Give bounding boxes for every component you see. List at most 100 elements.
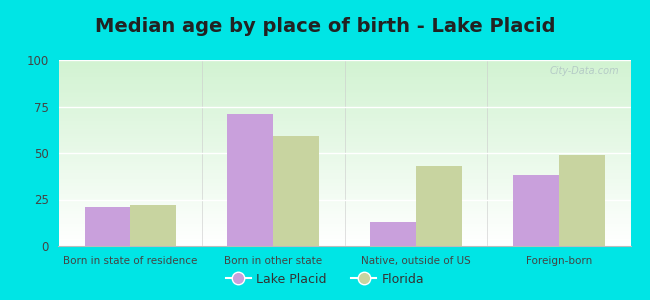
- Bar: [58, 118, 630, 119]
- Bar: [58, 214, 630, 216]
- Bar: [58, 181, 630, 183]
- Bar: [58, 179, 630, 181]
- Bar: [58, 226, 630, 227]
- Bar: [58, 196, 630, 198]
- Bar: [58, 106, 630, 108]
- Bar: [58, 101, 630, 103]
- Bar: [58, 201, 630, 203]
- Bar: [58, 183, 630, 184]
- Bar: [58, 151, 630, 153]
- Bar: [58, 86, 630, 88]
- Bar: [58, 233, 630, 235]
- Bar: [58, 235, 630, 237]
- Bar: [58, 69, 630, 71]
- Bar: [58, 222, 630, 224]
- Bar: [370, 222, 416, 246]
- Text: City-Data.com: City-Data.com: [549, 66, 619, 76]
- Bar: [58, 123, 630, 125]
- Bar: [58, 84, 630, 86]
- Bar: [58, 140, 630, 142]
- Bar: [58, 92, 630, 94]
- Bar: [58, 103, 630, 105]
- Bar: [58, 190, 630, 192]
- Bar: [58, 157, 630, 159]
- Bar: [58, 82, 630, 84]
- Bar: [58, 194, 630, 196]
- Bar: [58, 60, 630, 62]
- Bar: [58, 131, 630, 133]
- Bar: [58, 184, 630, 187]
- Bar: [58, 116, 630, 118]
- Bar: [58, 227, 630, 229]
- Bar: [58, 242, 630, 244]
- Bar: [58, 77, 630, 79]
- Bar: [58, 112, 630, 114]
- Bar: [58, 97, 630, 99]
- Bar: [58, 144, 630, 146]
- Bar: [58, 166, 630, 168]
- Bar: [58, 159, 630, 161]
- Bar: [58, 133, 630, 134]
- Bar: [58, 90, 630, 92]
- Bar: [84, 207, 130, 246]
- Bar: [58, 238, 630, 240]
- Bar: [58, 160, 630, 162]
- Bar: [58, 136, 630, 138]
- Bar: [58, 138, 630, 140]
- Bar: [58, 79, 630, 80]
- Bar: [58, 127, 630, 129]
- Bar: [58, 177, 630, 179]
- Bar: [58, 88, 630, 90]
- Bar: [58, 75, 630, 77]
- Bar: [58, 164, 630, 166]
- Bar: [58, 147, 630, 149]
- Bar: [58, 108, 630, 110]
- Bar: [559, 155, 604, 246]
- Bar: [58, 187, 630, 188]
- Text: Median age by place of birth - Lake Placid: Median age by place of birth - Lake Plac…: [95, 17, 555, 37]
- Bar: [58, 146, 630, 147]
- Bar: [58, 175, 630, 177]
- Bar: [58, 114, 630, 116]
- Bar: [58, 105, 630, 106]
- Bar: [58, 122, 630, 123]
- Bar: [58, 188, 630, 190]
- Bar: [58, 220, 630, 222]
- Bar: [58, 162, 630, 164]
- Bar: [513, 175, 559, 246]
- Bar: [58, 207, 630, 209]
- Bar: [58, 62, 630, 64]
- Bar: [58, 68, 630, 69]
- Bar: [58, 200, 630, 201]
- Bar: [58, 173, 630, 175]
- Bar: [58, 212, 630, 214]
- Bar: [58, 216, 630, 218]
- Bar: [58, 80, 630, 82]
- Bar: [58, 229, 630, 231]
- Bar: [58, 95, 630, 97]
- Bar: [58, 211, 630, 212]
- Bar: [416, 166, 462, 246]
- Bar: [58, 66, 630, 68]
- Bar: [227, 114, 273, 246]
- Legend: Lake Placid, Florida: Lake Placid, Florida: [221, 268, 429, 291]
- Bar: [58, 73, 630, 75]
- Bar: [58, 198, 630, 200]
- Bar: [58, 192, 630, 194]
- Bar: [58, 149, 630, 151]
- Bar: [273, 136, 318, 246]
- Bar: [58, 134, 630, 136]
- Bar: [58, 64, 630, 66]
- Bar: [58, 153, 630, 155]
- Bar: [58, 94, 630, 95]
- Bar: [58, 129, 630, 131]
- Bar: [58, 125, 630, 127]
- Bar: [58, 240, 630, 242]
- Bar: [58, 203, 630, 205]
- Bar: [58, 168, 630, 170]
- Bar: [130, 205, 176, 246]
- Bar: [58, 99, 630, 101]
- Bar: [58, 237, 630, 239]
- Bar: [58, 170, 630, 172]
- Bar: [58, 205, 630, 207]
